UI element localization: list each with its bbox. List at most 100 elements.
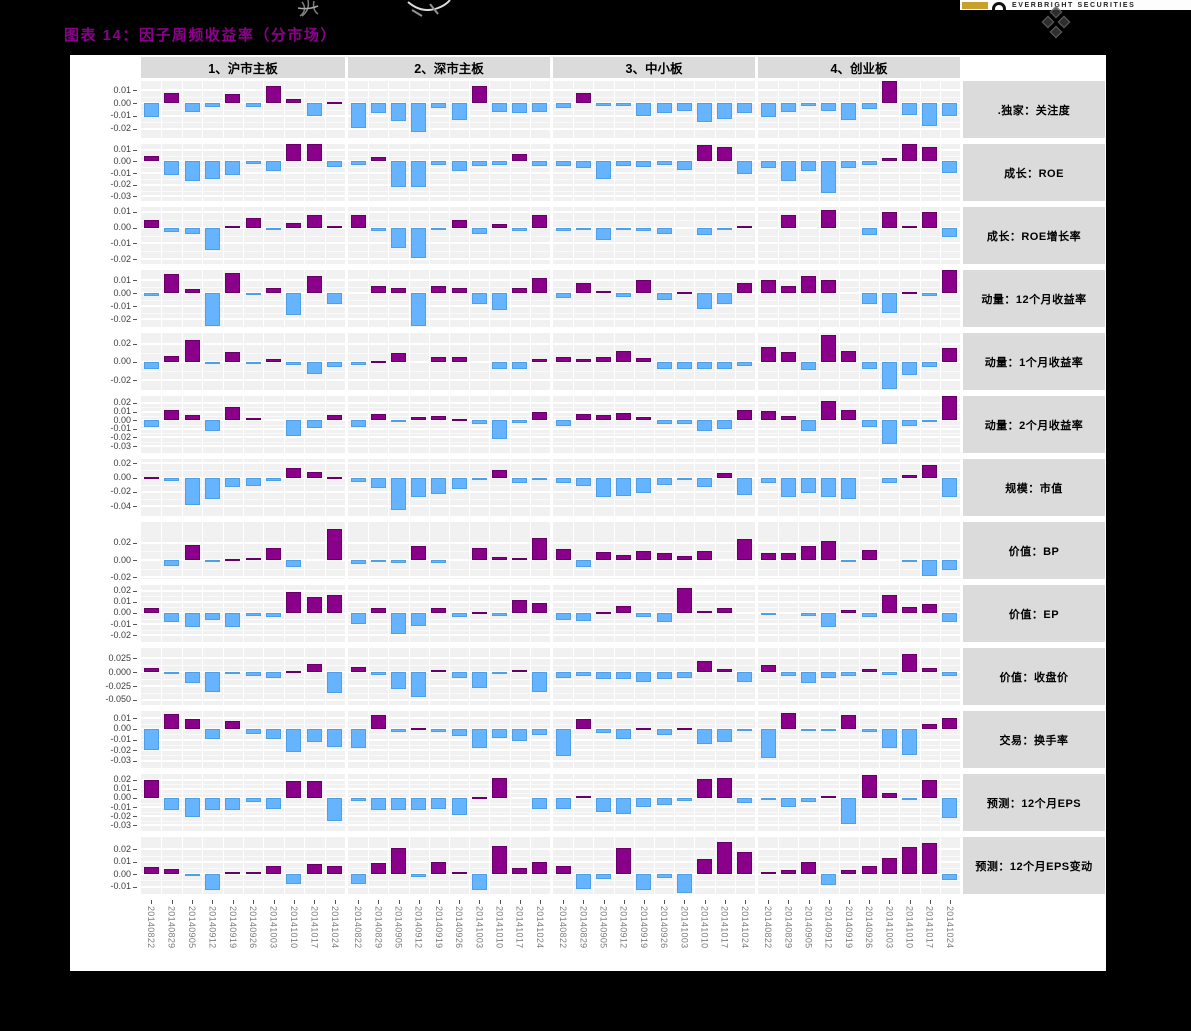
bar bbox=[657, 161, 672, 165]
gridline-v bbox=[222, 711, 224, 768]
gridline-v bbox=[428, 459, 430, 516]
y-tick-mark bbox=[133, 788, 137, 790]
bar bbox=[801, 361, 816, 371]
gridline-v bbox=[243, 207, 244, 264]
gridline-v bbox=[734, 144, 736, 201]
gridline-v bbox=[838, 270, 840, 327]
bar bbox=[821, 541, 836, 560]
bar bbox=[327, 293, 342, 304]
bar bbox=[411, 477, 426, 498]
bar bbox=[761, 103, 776, 118]
gridline-v bbox=[408, 585, 410, 642]
y-tick-label: -0.02 bbox=[110, 253, 131, 264]
gridline-v bbox=[161, 396, 163, 453]
bar bbox=[492, 293, 507, 311]
gridline-v bbox=[818, 459, 820, 516]
bar bbox=[717, 608, 732, 613]
bar bbox=[266, 161, 281, 171]
gridline-v bbox=[509, 711, 511, 768]
bar bbox=[801, 546, 816, 560]
y-axis-labels: 0.02 0.01 0.00 -0.01 -0.02 -0.03 bbox=[72, 774, 138, 831]
y-tick-mark bbox=[133, 506, 137, 508]
y-tick-label: -0.02 bbox=[110, 486, 131, 497]
facet-panel-深市主板 bbox=[348, 648, 550, 705]
gridline-v bbox=[573, 774, 575, 831]
bar bbox=[677, 477, 692, 480]
bar bbox=[266, 227, 281, 230]
y-tick-mark bbox=[133, 90, 137, 92]
bar bbox=[862, 227, 877, 236]
gridline-v bbox=[939, 270, 941, 327]
gridline-v bbox=[798, 648, 800, 705]
gridline-v bbox=[919, 459, 921, 516]
gridline-v bbox=[181, 333, 183, 390]
bar bbox=[841, 409, 856, 421]
bar bbox=[266, 359, 281, 362]
bar bbox=[942, 396, 957, 421]
facet-panel-沪市主板 bbox=[141, 522, 345, 579]
x-tick-mark bbox=[151, 900, 153, 904]
gridline-v bbox=[408, 648, 410, 705]
gridline-v bbox=[161, 207, 163, 264]
gridline-v bbox=[263, 270, 265, 327]
gridline-v bbox=[449, 837, 450, 894]
facet-panel-深市主板 bbox=[348, 522, 550, 579]
gridline-v bbox=[879, 144, 881, 201]
gridline-v bbox=[818, 81, 820, 138]
gridline-v bbox=[879, 837, 881, 894]
gridline-v bbox=[714, 648, 716, 705]
y-tick-label: 0.01 bbox=[113, 856, 131, 867]
bar bbox=[677, 292, 692, 295]
bar bbox=[697, 728, 712, 744]
bar bbox=[431, 285, 446, 294]
gridline-v bbox=[838, 522, 840, 579]
x-tick-mark bbox=[909, 900, 911, 904]
gridline-v bbox=[714, 396, 716, 453]
bar bbox=[164, 560, 179, 567]
bar bbox=[761, 612, 776, 616]
watermark-diamond-icon bbox=[1041, 6, 1071, 39]
y-tick-label: -0.050 bbox=[105, 694, 131, 705]
bar bbox=[737, 361, 752, 366]
gridline-v bbox=[593, 774, 595, 831]
bar bbox=[164, 672, 179, 675]
bar bbox=[556, 797, 571, 809]
gridline-v bbox=[161, 270, 163, 327]
gridline-v bbox=[654, 270, 655, 327]
y-tick-mark bbox=[133, 227, 137, 229]
bar bbox=[942, 672, 957, 676]
bar bbox=[596, 290, 611, 294]
y-tick-label: -0.02 bbox=[110, 744, 131, 755]
gridline-v bbox=[899, 333, 901, 390]
gridline-v bbox=[694, 144, 696, 201]
gridline-v bbox=[778, 333, 780, 390]
bar bbox=[286, 361, 301, 365]
gridline-v bbox=[222, 774, 224, 831]
y-tick-label: 0.00 bbox=[113, 607, 131, 618]
gridline-v bbox=[838, 711, 840, 768]
bar bbox=[266, 672, 281, 679]
bar bbox=[411, 293, 426, 326]
factor-label: .独家：关注度 bbox=[963, 81, 1105, 138]
bar bbox=[841, 103, 856, 120]
bar bbox=[697, 293, 712, 309]
bar bbox=[862, 612, 877, 618]
bar bbox=[266, 288, 281, 294]
y-tick-mark bbox=[133, 184, 137, 186]
gridline-v bbox=[879, 81, 881, 138]
gridline-v bbox=[798, 270, 800, 327]
x-tick-mark bbox=[889, 900, 891, 904]
gridline-v bbox=[368, 144, 370, 201]
bar bbox=[657, 728, 672, 736]
gridline-v bbox=[324, 585, 326, 642]
bar bbox=[596, 611, 611, 614]
gridline-v bbox=[243, 837, 244, 894]
facet-panel-沪市主板 bbox=[141, 585, 345, 642]
gridline-v bbox=[222, 522, 224, 579]
gridline-v bbox=[919, 585, 921, 642]
bar bbox=[636, 103, 651, 116]
bar bbox=[922, 604, 937, 613]
bar bbox=[922, 420, 937, 423]
bar bbox=[556, 103, 571, 109]
y-tick-mark bbox=[133, 319, 137, 321]
